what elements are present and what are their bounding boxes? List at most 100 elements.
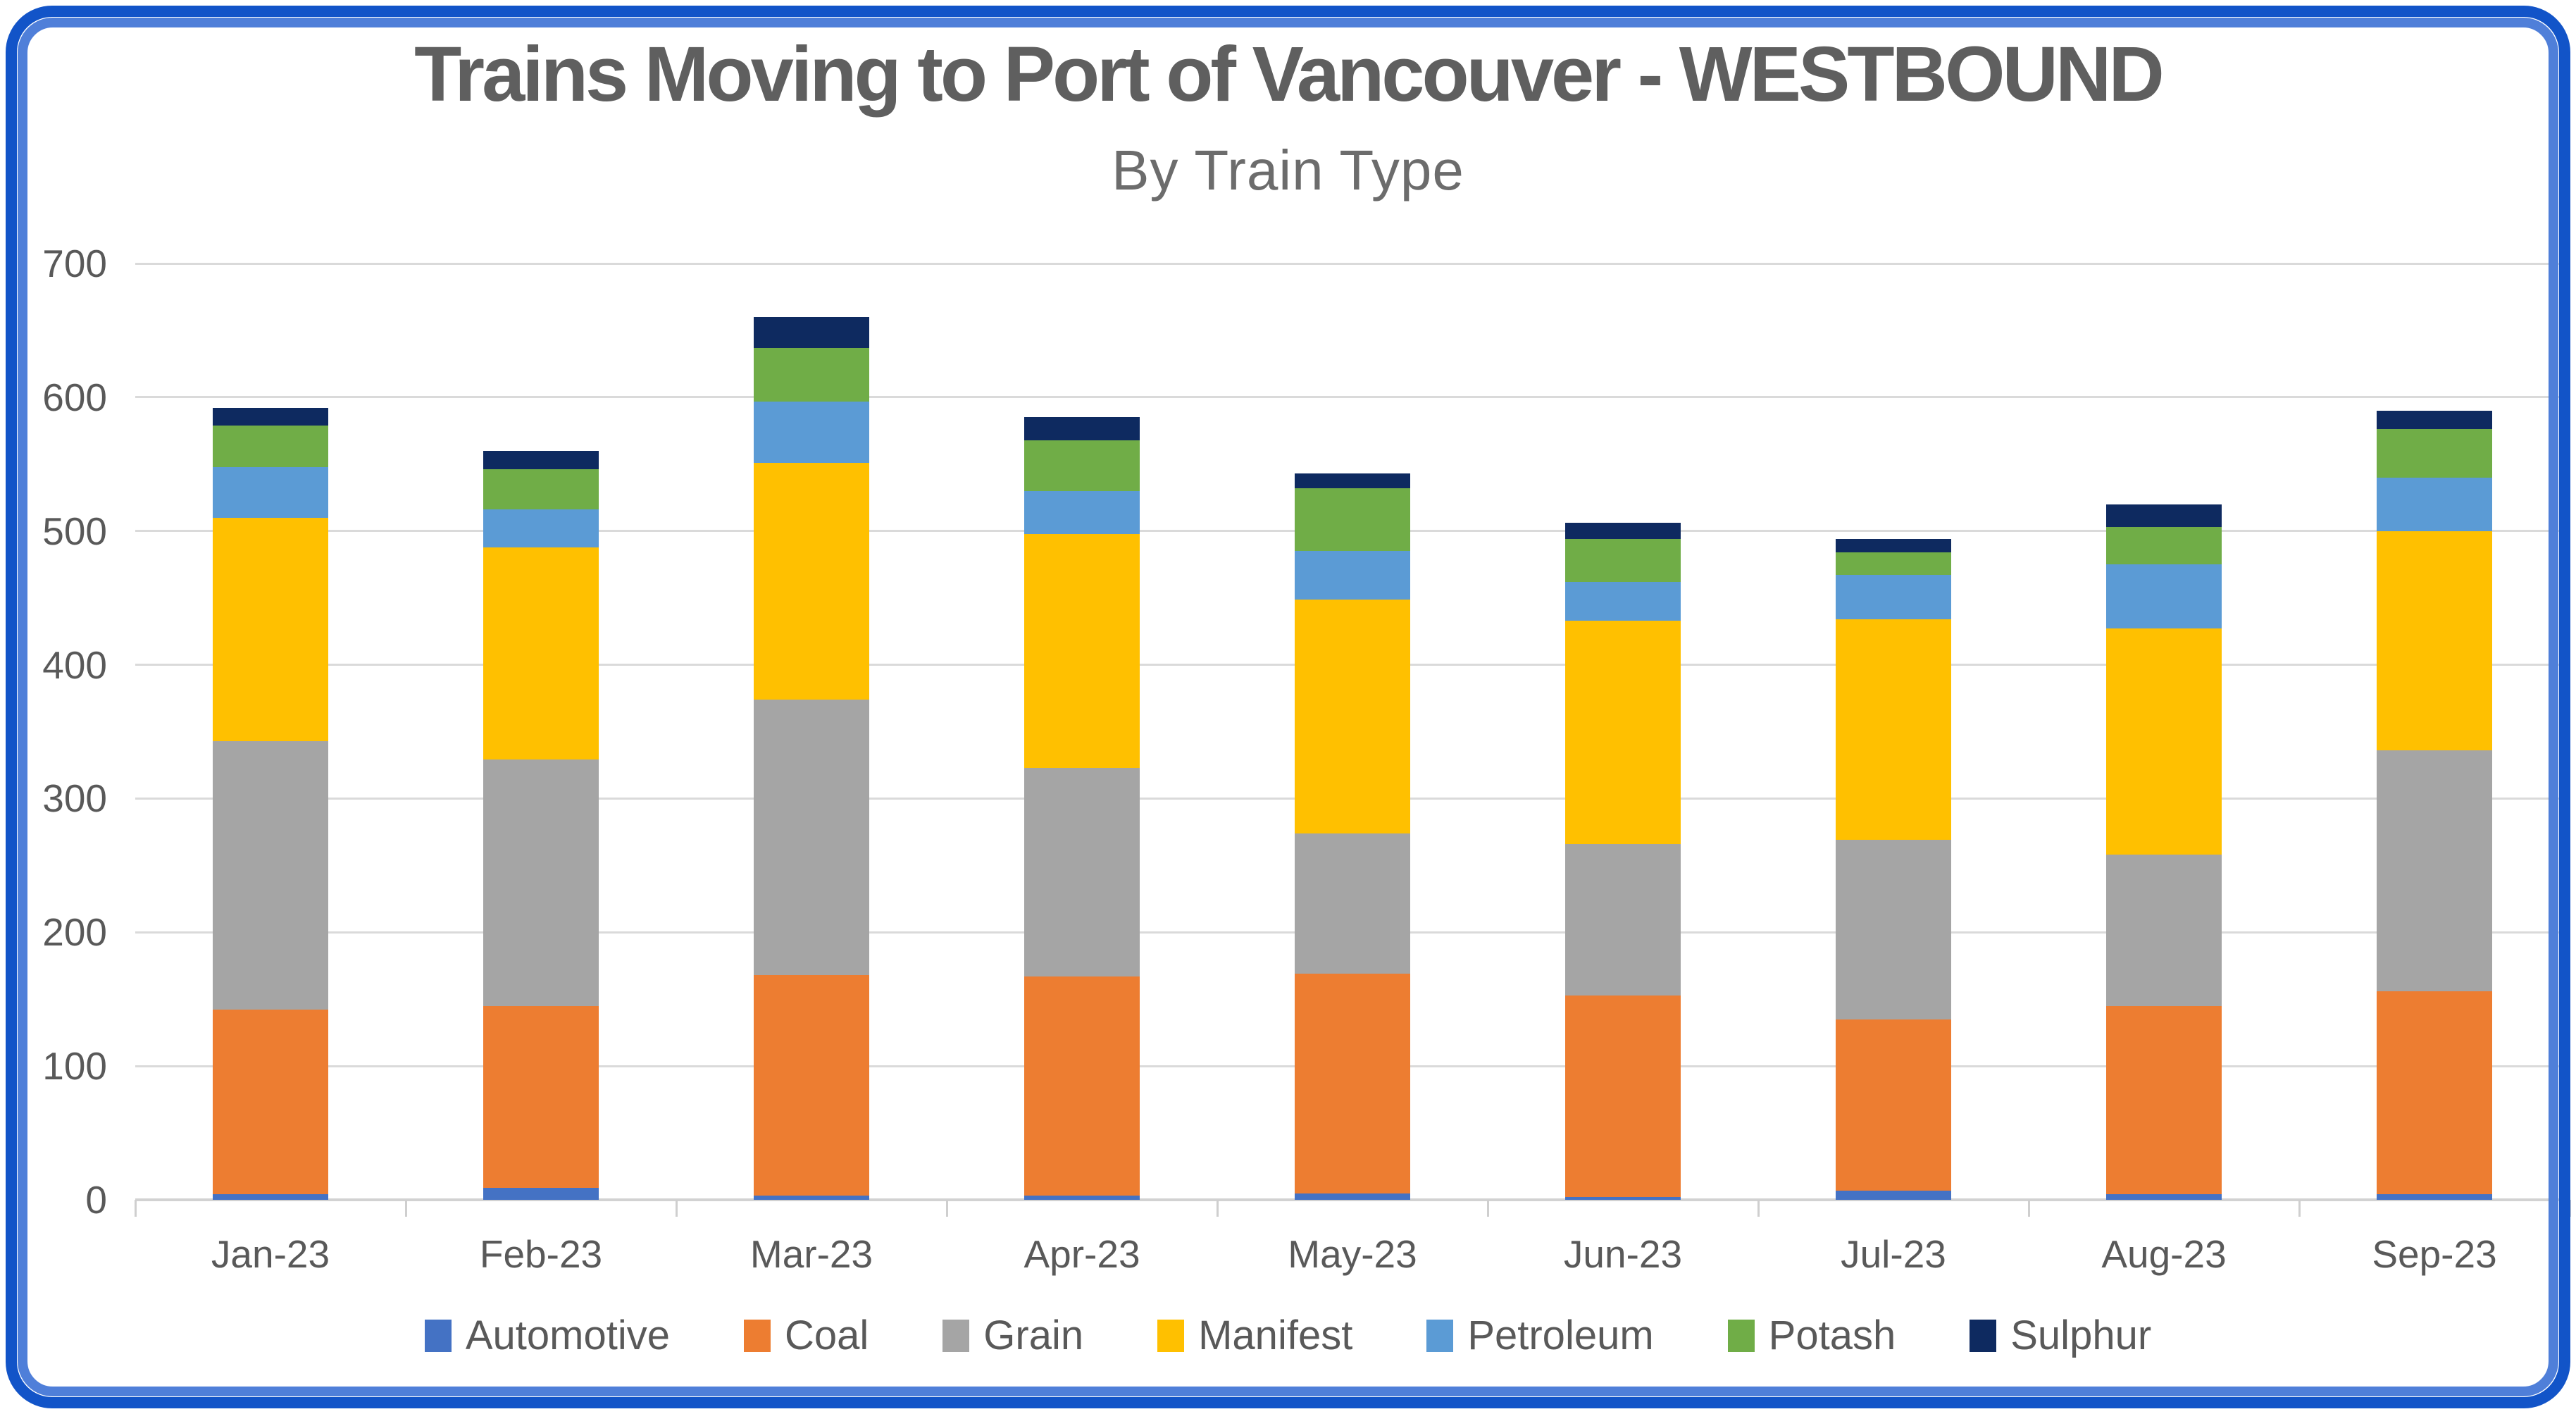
bar-segment-grain xyxy=(2106,855,2222,1006)
y-tick-label-0: 0 xyxy=(85,1178,107,1222)
legend-item-petroleum: Petroleum xyxy=(1426,1312,1654,1359)
x-axis-tick xyxy=(1757,1200,1760,1217)
legend-item-sulphur: Sulphur xyxy=(1970,1312,2151,1359)
bar-segment-manifest xyxy=(2377,531,2492,751)
bar-segment-potash xyxy=(2106,527,2222,565)
bar-segment-potash xyxy=(213,425,328,467)
bar-segment-grain xyxy=(213,740,328,1010)
bar-stack-Jul-23 xyxy=(1836,539,1951,1200)
x-axis-line xyxy=(135,1198,2570,1201)
bar-segment-automotive xyxy=(213,1194,328,1200)
bar-segment-petroleum xyxy=(1295,551,1410,600)
bar-segment-potash xyxy=(483,469,599,510)
x-axis-tick xyxy=(404,1200,407,1217)
bar-segment-potash xyxy=(1024,440,1140,491)
bar-segment-sulphur xyxy=(1295,473,1410,488)
bar-segment-coal xyxy=(483,1005,599,1188)
legend-label: Automotive xyxy=(465,1313,670,1358)
x-axis-tick xyxy=(945,1200,948,1217)
bar-segment-manifest xyxy=(1836,619,1951,841)
bar-segment-grain xyxy=(1565,844,1681,996)
legend-label: Petroleum xyxy=(1467,1313,1654,1358)
bar-segment-potash xyxy=(1295,488,1410,552)
bar-segment-coal xyxy=(2377,991,2492,1195)
bar-segment-automotive xyxy=(754,1196,869,1200)
bar-segment-coal xyxy=(1295,974,1410,1193)
y-tick-label-700: 700 xyxy=(42,242,107,285)
x-axis-tick xyxy=(2568,1200,2571,1217)
y-tick-label-100: 100 xyxy=(42,1044,107,1089)
bar-segment-automotive xyxy=(1565,1197,1681,1200)
bar-segment-sulphur xyxy=(483,450,599,470)
bar-segment-coal xyxy=(2106,1005,2222,1195)
legend-label: Potash xyxy=(1768,1313,1896,1358)
legend: Automotive Coal Grain Manifest Petroleum Pota… xyxy=(0,1312,2576,1359)
gridline-700 xyxy=(135,262,2570,265)
bar-segment-sulphur xyxy=(2377,410,2492,430)
bar-segment-manifest xyxy=(754,462,869,700)
x-axis-label-Mar-23: Mar-23 xyxy=(749,1232,873,1276)
bar-stack-Feb-23 xyxy=(483,450,599,1200)
bar-segment-sulphur xyxy=(213,408,328,426)
bar-segment-potash xyxy=(1836,552,1951,576)
bar-segment-automotive xyxy=(483,1187,599,1200)
bar-segment-grain xyxy=(483,759,599,1006)
x-axis-label-Jan-23: Jan-23 xyxy=(211,1232,330,1276)
legend-item-coal: Coal xyxy=(743,1312,869,1359)
bar-segment-petroleum xyxy=(754,401,869,463)
y-tick-label-600: 600 xyxy=(42,375,107,419)
x-axis-label-Apr-23: Apr-23 xyxy=(1023,1232,1140,1276)
x-axis-tick xyxy=(2298,1200,2301,1217)
bar-segment-automotive xyxy=(1024,1196,1140,1200)
bar-segment-petroleum xyxy=(2106,564,2222,629)
bar-segment-petroleum xyxy=(213,466,328,518)
bar-segment-automotive xyxy=(2377,1194,2492,1200)
bar-segment-sulphur xyxy=(754,316,869,348)
bar-segment-sulphur xyxy=(2106,504,2222,528)
legend-marker-icon-potash xyxy=(1727,1319,1755,1352)
chart-title: Trains Moving to Port of Vancouver - WES… xyxy=(414,31,2165,118)
bar-segment-grain xyxy=(1024,767,1140,976)
bar-segment-potash xyxy=(1565,539,1681,582)
bar-segment-potash xyxy=(754,347,869,402)
x-axis-label-Jul-23: Jul-23 xyxy=(1841,1232,1946,1276)
bar-segment-petroleum xyxy=(1024,490,1140,534)
bar-segment-automotive xyxy=(1295,1193,1410,1200)
bar-segment-coal xyxy=(1565,995,1681,1198)
x-axis-label-Feb-23: Feb-23 xyxy=(479,1232,603,1276)
bar-segment-manifest xyxy=(1024,533,1140,768)
bar-stack-Jan-23 xyxy=(213,408,328,1200)
bar-segment-manifest xyxy=(213,517,328,741)
bar-stack-Sep-23 xyxy=(2377,410,2492,1200)
bar-segment-coal xyxy=(213,1010,328,1195)
bar-stack-May-23 xyxy=(1295,473,1410,1200)
x-axis-label-Jun-23: Jun-23 xyxy=(1563,1232,1683,1276)
x-axis-label-Aug-23: Aug-23 xyxy=(2101,1232,2227,1276)
bar-stack-Jun-23 xyxy=(1565,523,1681,1200)
bar-segment-manifest xyxy=(1565,620,1681,844)
bar-stack-Mar-23 xyxy=(754,316,869,1200)
bar-segment-potash xyxy=(2377,429,2492,478)
x-axis-tick xyxy=(134,1200,137,1217)
y-tick-label-500: 500 xyxy=(42,509,107,553)
bar-segment-sulphur xyxy=(1836,539,1951,553)
bar-segment-grain xyxy=(1295,833,1410,974)
x-axis-tick xyxy=(2027,1200,2030,1217)
legend-label: Coal xyxy=(784,1313,869,1358)
bar-segment-petroleum xyxy=(1836,575,1951,620)
legend-marker-icon-sulphur xyxy=(1970,1319,1997,1352)
legend-marker-icon-petroleum xyxy=(1426,1319,1454,1352)
legend-label: Grain xyxy=(983,1313,1084,1358)
x-axis-label-Sep-23: Sep-23 xyxy=(2372,1232,2497,1276)
legend-item-automotive: Automotive xyxy=(424,1312,670,1359)
bar-segment-coal xyxy=(1024,976,1140,1196)
bar-segment-sulphur xyxy=(1024,417,1140,440)
legend-marker-icon-automotive xyxy=(424,1319,452,1352)
bar-segment-grain xyxy=(2377,750,2492,991)
y-tick-label-400: 400 xyxy=(42,643,107,687)
legend-item-potash: Potash xyxy=(1727,1312,1896,1359)
x-axis-label-May-23: May-23 xyxy=(1288,1232,1417,1276)
legend-item-manifest: Manifest xyxy=(1157,1312,1352,1359)
bar-segment-sulphur xyxy=(1565,523,1681,540)
